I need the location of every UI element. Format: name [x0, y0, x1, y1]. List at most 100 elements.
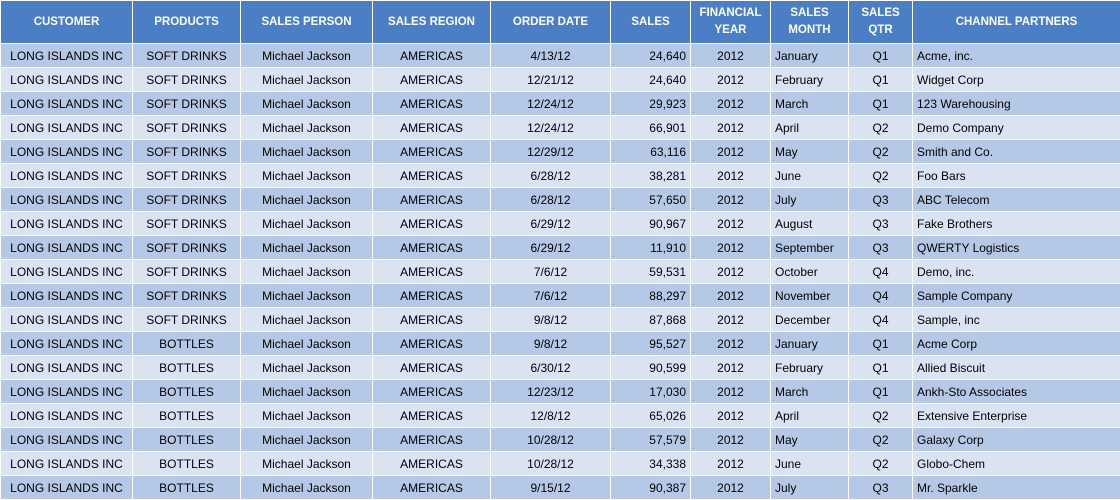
financial-year-cell[interactable]: 2012 [690, 43, 771, 68]
sales-cell[interactable]: 90,967 [610, 211, 691, 236]
col-header-financial-year[interactable]: FINANCIAL YEAR [690, 0, 771, 44]
sales-qtr-cell[interactable]: Q4 [848, 307, 913, 332]
customer-cell[interactable]: LONG ISLANDS INC [0, 211, 133, 236]
product-cell[interactable]: SOFT DRINKS [132, 307, 241, 332]
order-date-cell[interactable]: 12/29/12 [490, 139, 611, 164]
product-cell[interactable]: SOFT DRINKS [132, 259, 241, 284]
sales-month-cell[interactable]: November [770, 283, 849, 308]
sales-qtr-cell[interactable]: Q1 [848, 355, 913, 380]
sales-qtr-cell[interactable]: Q3 [848, 211, 913, 236]
sales-region-cell[interactable]: AMERICAS [372, 451, 491, 476]
channel-partner-cell[interactable]: Acme Corp [912, 331, 1120, 356]
col-header-sales-region[interactable]: SALES REGION [372, 0, 491, 44]
col-header-sales-qtr[interactable]: SALES QTR [848, 0, 913, 44]
order-date-cell[interactable]: 6/30/12 [490, 355, 611, 380]
sales-cell[interactable]: 11,910 [610, 235, 691, 260]
product-cell[interactable]: BOTTLES [132, 379, 241, 404]
product-cell[interactable]: SOFT DRINKS [132, 115, 241, 140]
sales-region-cell[interactable]: AMERICAS [372, 283, 491, 308]
financial-year-cell[interactable]: 2012 [690, 475, 771, 500]
order-date-cell[interactable]: 12/23/12 [490, 379, 611, 404]
product-cell[interactable]: SOFT DRINKS [132, 43, 241, 68]
sales-qtr-cell[interactable]: Q1 [848, 331, 913, 356]
sales-region-cell[interactable]: AMERICAS [372, 379, 491, 404]
sales-cell[interactable]: 95,527 [610, 331, 691, 356]
product-cell[interactable]: BOTTLES [132, 403, 241, 428]
sales-cell[interactable]: 66,901 [610, 115, 691, 140]
sales-person-cell[interactable]: Michael Jackson [240, 379, 373, 404]
sales-qtr-cell[interactable]: Q2 [848, 427, 913, 452]
customer-cell[interactable]: LONG ISLANDS INC [0, 427, 133, 452]
customer-cell[interactable]: LONG ISLANDS INC [0, 331, 133, 356]
order-date-cell[interactable]: 9/8/12 [490, 331, 611, 356]
customer-cell[interactable]: LONG ISLANDS INC [0, 67, 133, 92]
sales-person-cell[interactable]: Michael Jackson [240, 139, 373, 164]
order-date-cell[interactable]: 6/28/12 [490, 187, 611, 212]
customer-cell[interactable]: LONG ISLANDS INC [0, 379, 133, 404]
channel-partner-cell[interactable]: Galaxy Corp [912, 427, 1120, 452]
product-cell[interactable]: SOFT DRINKS [132, 163, 241, 188]
col-header-customer[interactable]: CUSTOMER [0, 0, 133, 44]
sales-cell[interactable]: 57,579 [610, 427, 691, 452]
product-cell[interactable]: BOTTLES [132, 427, 241, 452]
customer-cell[interactable]: LONG ISLANDS INC [0, 235, 133, 260]
sales-region-cell[interactable]: AMERICAS [372, 235, 491, 260]
customer-cell[interactable]: LONG ISLANDS INC [0, 475, 133, 500]
sales-cell[interactable]: 17,030 [610, 379, 691, 404]
sales-person-cell[interactable]: Michael Jackson [240, 403, 373, 428]
product-cell[interactable]: SOFT DRINKS [132, 187, 241, 212]
sales-month-cell[interactable]: July [770, 187, 849, 212]
product-cell[interactable]: BOTTLES [132, 451, 241, 476]
sales-qtr-cell[interactable]: Q3 [848, 187, 913, 212]
product-cell[interactable]: SOFT DRINKS [132, 283, 241, 308]
sales-month-cell[interactable]: August [770, 211, 849, 236]
col-header-sales[interactable]: SALES [610, 0, 691, 44]
sales-qtr-cell[interactable]: Q1 [848, 43, 913, 68]
sales-region-cell[interactable]: AMERICAS [372, 139, 491, 164]
customer-cell[interactable]: LONG ISLANDS INC [0, 139, 133, 164]
customer-cell[interactable]: LONG ISLANDS INC [0, 355, 133, 380]
product-cell[interactable]: SOFT DRINKS [132, 211, 241, 236]
sales-qtr-cell[interactable]: Q4 [848, 283, 913, 308]
sales-cell[interactable]: 90,599 [610, 355, 691, 380]
order-date-cell[interactable]: 10/28/12 [490, 427, 611, 452]
financial-year-cell[interactable]: 2012 [690, 259, 771, 284]
customer-cell[interactable]: LONG ISLANDS INC [0, 43, 133, 68]
customer-cell[interactable]: LONG ISLANDS INC [0, 283, 133, 308]
channel-partner-cell[interactable]: Sample Company [912, 283, 1120, 308]
sales-person-cell[interactable]: Michael Jackson [240, 475, 373, 500]
sales-cell[interactable]: 29,923 [610, 91, 691, 116]
sales-region-cell[interactable]: AMERICAS [372, 403, 491, 428]
col-header-channel-partners[interactable]: CHANNEL PARTNERS [912, 0, 1120, 44]
sales-region-cell[interactable]: AMERICAS [372, 115, 491, 140]
customer-cell[interactable]: LONG ISLANDS INC [0, 307, 133, 332]
sales-region-cell[interactable]: AMERICAS [372, 427, 491, 452]
sales-person-cell[interactable]: Michael Jackson [240, 259, 373, 284]
sales-region-cell[interactable]: AMERICAS [372, 355, 491, 380]
financial-year-cell[interactable]: 2012 [690, 307, 771, 332]
sales-qtr-cell[interactable]: Q4 [848, 259, 913, 284]
channel-partner-cell[interactable]: ABC Telecom [912, 187, 1120, 212]
order-date-cell[interactable]: 7/6/12 [490, 283, 611, 308]
channel-partner-cell[interactable]: Foo Bars [912, 163, 1120, 188]
product-cell[interactable]: BOTTLES [132, 475, 241, 500]
financial-year-cell[interactable]: 2012 [690, 355, 771, 380]
sales-month-cell[interactable]: May [770, 139, 849, 164]
sales-month-cell[interactable]: June [770, 451, 849, 476]
sales-month-cell[interactable]: April [770, 403, 849, 428]
product-cell[interactable]: BOTTLES [132, 331, 241, 356]
sales-cell[interactable]: 57,650 [610, 187, 691, 212]
customer-cell[interactable]: LONG ISLANDS INC [0, 163, 133, 188]
channel-partner-cell[interactable]: Mr. Sparkle [912, 475, 1120, 500]
sales-month-cell[interactable]: July [770, 475, 849, 500]
financial-year-cell[interactable]: 2012 [690, 91, 771, 116]
product-cell[interactable]: SOFT DRINKS [132, 139, 241, 164]
sales-region-cell[interactable]: AMERICAS [372, 187, 491, 212]
financial-year-cell[interactable]: 2012 [690, 331, 771, 356]
sales-region-cell[interactable]: AMERICAS [372, 43, 491, 68]
sales-qtr-cell[interactable]: Q1 [848, 379, 913, 404]
order-date-cell[interactable]: 12/21/12 [490, 67, 611, 92]
channel-partner-cell[interactable]: Widget Corp [912, 67, 1120, 92]
sales-person-cell[interactable]: Michael Jackson [240, 91, 373, 116]
order-date-cell[interactable]: 4/13/12 [490, 43, 611, 68]
